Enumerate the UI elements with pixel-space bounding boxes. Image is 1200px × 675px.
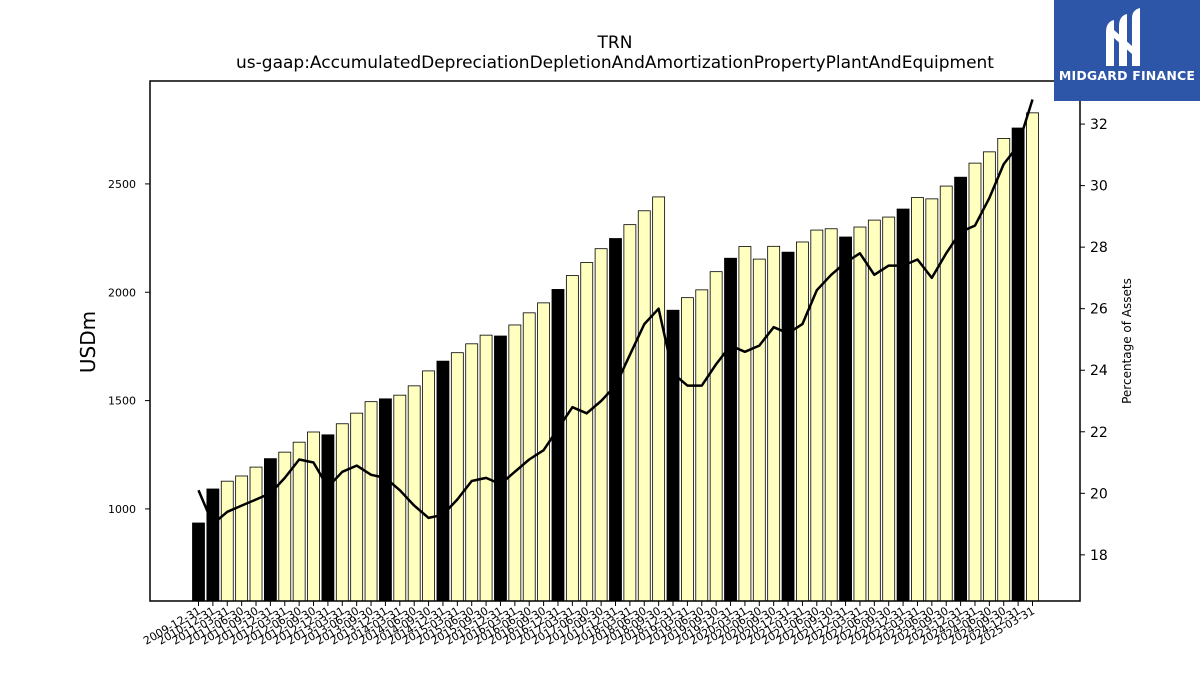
bar-2023-03-31: [911, 197, 924, 602]
x-axis-ticks: 2009-12-312010-12-312011-03-312011-06-30…: [141, 601, 1037, 648]
bar-2012-12-31: [321, 434, 335, 602]
y2-tick-label: 24: [1090, 363, 1108, 379]
bar-2017-06-30: [580, 262, 594, 602]
bar-2022-12-31: [896, 208, 910, 602]
bar-2020-09-30: [767, 245, 781, 602]
bar-2018-03-31: [623, 224, 637, 602]
y-tick-label: 1000: [108, 503, 136, 516]
bar-2014-06-30: [407, 385, 421, 602]
bar-2022-03-31: [853, 226, 867, 602]
right-axis-ticks: 18 20 22 24 26 28 30 32: [1080, 117, 1108, 564]
bar-2023-06-30: [925, 198, 939, 602]
y-axis-label: USDm: [76, 311, 100, 373]
y2-tick-label: 18: [1090, 548, 1108, 564]
percentage-line-group: [197, 99, 1034, 526]
y-tick-label: 2500: [108, 178, 136, 191]
bar-2021-09-30: [824, 228, 838, 602]
y2-tick-label: 32: [1090, 117, 1108, 133]
bar-2019-06-30: [695, 289, 709, 602]
chart-title: TRN: [597, 33, 633, 53]
midgard-m-logo-icon: [1106, 8, 1140, 66]
midgard-finance-logo: MIDGARD FINANCE: [1054, 0, 1200, 101]
bar-2011-03-31: [220, 480, 234, 602]
bar-2020-03-31: [738, 246, 752, 602]
bar-2015-06-30: [465, 343, 479, 602]
bar-2024-06-30: [982, 151, 996, 602]
bar-2019-12-31: [724, 257, 737, 602]
bar-2013-03-31: [335, 423, 349, 602]
y2-tick-label: 26: [1090, 302, 1108, 318]
bar-2013-06-30: [350, 412, 364, 602]
bar-2022-09-30: [882, 216, 896, 602]
chart-subtitle: us-gaap:AccumulatedDepreciationDepletion…: [236, 53, 994, 73]
bar-2021-12-31: [839, 236, 852, 602]
bar-2015-03-31: [450, 352, 464, 602]
bar-2014-03-31: [393, 394, 407, 602]
bar-2011-06-30: [235, 475, 249, 602]
y-tick-label: 1500: [108, 395, 136, 408]
bar-2024-12-31: [1011, 127, 1025, 602]
bar-2024-03-31: [968, 162, 982, 602]
y-tick-label: 2000: [108, 286, 136, 299]
bar-2009-12-31: [192, 522, 205, 602]
y2-axis-label: Percentage of Assets: [1120, 278, 1134, 404]
bar-2018-09-30: [652, 196, 666, 602]
bar-2016-12-31: [551, 289, 565, 602]
bar-2014-09-30: [422, 370, 435, 602]
y2-tick-label: 22: [1090, 425, 1108, 441]
bar-2021-03-31: [796, 241, 809, 602]
bar-2012-09-30: [307, 431, 320, 602]
bar-2013-12-31: [379, 398, 392, 602]
bar-2013-09-30: [364, 401, 378, 602]
bar-2016-03-31: [508, 324, 522, 602]
bar-2018-06-30: [637, 210, 651, 602]
y2-tick-label: 28: [1090, 240, 1108, 256]
percentage-of-assets-line: [197, 99, 1034, 526]
bar-2020-06-30: [752, 258, 766, 602]
bar-2017-09-30: [594, 248, 608, 602]
bar-group: [192, 112, 1039, 602]
bar-2011-12-31: [263, 458, 277, 602]
logo-text: MIDGARD FINANCE: [1058, 68, 1196, 83]
bar-2017-12-31: [609, 238, 622, 602]
bar-2019-03-31: [680, 297, 694, 602]
bar-2024-09-30: [997, 138, 1011, 602]
left-axis-ticks: 1000 1500 2000 2500: [108, 178, 150, 516]
bar-2025-03-31: [1026, 112, 1039, 602]
bar-2019-09-30: [709, 271, 723, 602]
bar-2022-06-30: [867, 219, 881, 602]
bar-2015-09-30: [479, 334, 493, 602]
y2-tick-label: 30: [1090, 179, 1108, 195]
bar-2010-12-31: [206, 488, 220, 602]
bar-2023-12-31: [954, 176, 968, 602]
bar-2017-03-31: [565, 275, 579, 602]
y2-tick-label: 20: [1090, 486, 1108, 502]
bar-2014-12-31: [436, 360, 450, 602]
bar-2020-12-31: [781, 251, 795, 602]
bar-2015-12-31: [494, 335, 507, 602]
bar-2011-09-30: [249, 466, 263, 602]
